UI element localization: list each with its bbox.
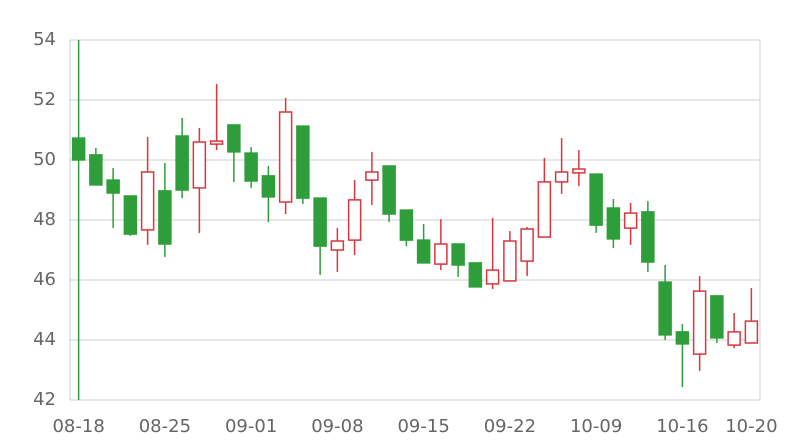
candle-body <box>589 173 603 226</box>
candle-body <box>175 135 189 191</box>
candle-body <box>710 295 724 339</box>
candle-body <box>606 207 621 240</box>
y-tick-label: 44 <box>33 329 56 350</box>
candle-body <box>520 228 534 262</box>
x-tick-label: 08-25 <box>139 416 191 437</box>
y-tick-label: 48 <box>33 209 56 230</box>
x-tick-label: 09-22 <box>484 416 536 437</box>
x-tick-label: 09-01 <box>225 416 277 437</box>
candle-body <box>537 181 552 238</box>
candle-body <box>71 137 86 161</box>
candle-body <box>278 111 293 203</box>
candle-body <box>554 171 569 183</box>
x-tick-label: 10-09 <box>570 416 622 437</box>
x-tick-label: 10-20 <box>725 416 777 437</box>
candle-body <box>106 179 120 194</box>
x-tick-label: 08-18 <box>52 416 104 437</box>
candle-body <box>399 209 414 241</box>
candle-body <box>623 212 638 229</box>
x-tick-label: 09-08 <box>311 416 363 437</box>
candle-body <box>675 331 690 345</box>
x-tick-label: 09-15 <box>397 416 449 437</box>
y-tick-label: 54 <box>33 29 56 50</box>
candle-body <box>503 240 517 282</box>
candle-body <box>658 281 672 336</box>
candle-body <box>123 195 138 235</box>
candle-body <box>641 211 655 263</box>
candle-body <box>434 243 448 265</box>
y-tick-label: 52 <box>33 89 56 110</box>
candle-body <box>744 320 759 344</box>
candle-body <box>261 175 276 198</box>
candle-body <box>296 125 310 199</box>
candle-body <box>192 141 207 189</box>
candle-body <box>727 331 741 346</box>
candle-body <box>347 199 362 241</box>
candle-body <box>451 243 465 266</box>
x-tick-label: 10-16 <box>656 416 708 437</box>
candle-body <box>485 269 500 285</box>
candle-body <box>416 239 431 264</box>
candle-body <box>382 165 396 215</box>
candle-body <box>140 171 155 231</box>
candle-body <box>158 190 172 245</box>
y-tick-label: 50 <box>33 149 56 170</box>
y-tick-label: 42 <box>33 389 56 410</box>
y-tick-label: 46 <box>33 269 56 290</box>
candle-body <box>313 197 327 247</box>
candle-body <box>330 240 345 251</box>
candle-body <box>209 140 224 145</box>
candle-body <box>692 290 707 355</box>
candle-body <box>89 154 103 186</box>
candle-body <box>572 168 586 174</box>
candle-body <box>227 124 241 153</box>
candle-body <box>468 262 483 288</box>
candle-body <box>244 152 258 182</box>
candle-body <box>365 171 379 181</box>
